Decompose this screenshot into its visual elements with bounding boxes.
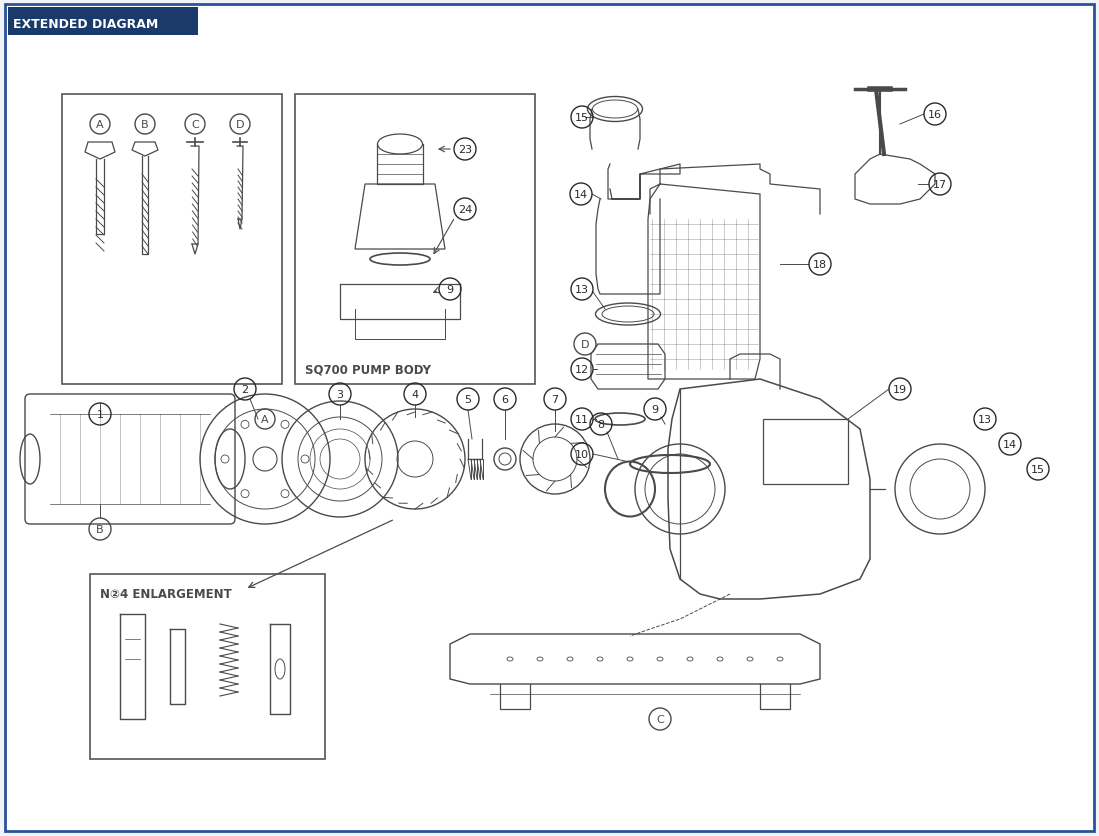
- Text: 15: 15: [575, 113, 589, 123]
- Text: 8: 8: [598, 420, 604, 430]
- Text: 9: 9: [446, 285, 454, 294]
- FancyBboxPatch shape: [5, 5, 1094, 831]
- Text: 12: 12: [575, 364, 589, 375]
- Text: 14: 14: [574, 190, 588, 200]
- Text: 11: 11: [575, 415, 589, 425]
- Text: 5: 5: [465, 395, 471, 405]
- FancyBboxPatch shape: [62, 95, 282, 385]
- Text: C: C: [191, 120, 199, 130]
- Text: 13: 13: [575, 285, 589, 294]
- Text: 23: 23: [458, 145, 473, 155]
- Text: D: D: [580, 339, 589, 349]
- Bar: [8, 8, 198, 36]
- FancyBboxPatch shape: [763, 420, 848, 484]
- Text: 24: 24: [458, 205, 473, 215]
- Text: D: D: [236, 120, 244, 130]
- FancyBboxPatch shape: [25, 395, 235, 524]
- Text: C: C: [656, 714, 664, 724]
- Text: 7: 7: [552, 395, 558, 405]
- Text: 18: 18: [813, 260, 828, 270]
- Text: 19: 19: [893, 385, 907, 395]
- Text: SQ700 PUMP BODY: SQ700 PUMP BODY: [306, 363, 431, 376]
- Text: 13: 13: [978, 415, 992, 425]
- Text: 2: 2: [242, 385, 248, 395]
- Text: B: B: [97, 524, 103, 534]
- Text: 4: 4: [411, 390, 419, 400]
- Text: 10: 10: [575, 450, 589, 460]
- Text: 6: 6: [501, 395, 509, 405]
- Text: 15: 15: [1031, 465, 1045, 475]
- Text: 16: 16: [928, 110, 942, 120]
- Text: A: A: [262, 415, 269, 425]
- FancyBboxPatch shape: [295, 95, 535, 385]
- Text: 17: 17: [933, 180, 947, 190]
- Text: 1: 1: [97, 410, 103, 420]
- Text: B: B: [141, 120, 148, 130]
- Text: 9: 9: [652, 405, 658, 415]
- Text: N②4 ENLARGEMENT: N②4 ENLARGEMENT: [100, 588, 232, 601]
- Text: 3: 3: [336, 390, 344, 400]
- FancyBboxPatch shape: [90, 574, 325, 759]
- Text: EXTENDED DIAGRAM: EXTENDED DIAGRAM: [13, 18, 158, 30]
- Text: 14: 14: [1003, 440, 1017, 450]
- Text: A: A: [97, 120, 103, 130]
